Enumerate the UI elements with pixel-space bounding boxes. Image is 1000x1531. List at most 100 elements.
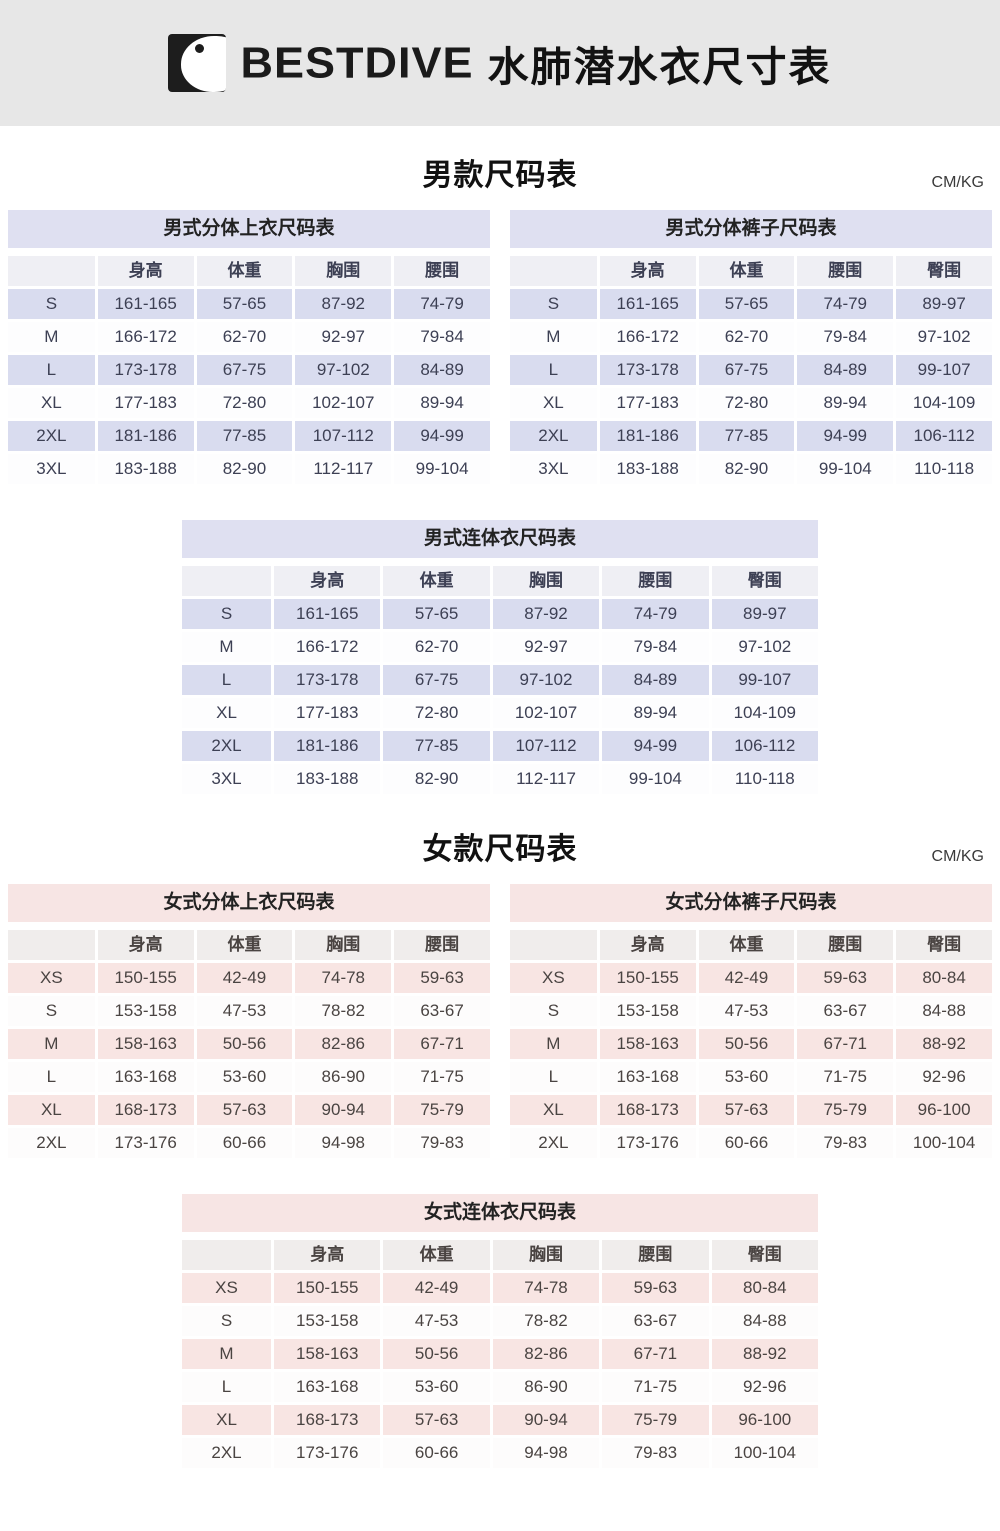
- column-header: 身高: [599, 256, 696, 286]
- table-cell: 100-104: [896, 1128, 992, 1158]
- row-label: M: [182, 1339, 272, 1369]
- row-label: S: [182, 1306, 272, 1336]
- table-cell: 168-173: [599, 1095, 696, 1125]
- brand-banner: BESTDIVE 水肺潜水衣尺寸表: [0, 0, 1000, 126]
- row-label: M: [510, 322, 597, 352]
- column-header: 臀围: [896, 930, 992, 960]
- column-header: [8, 930, 95, 960]
- table-cell: 90-94: [492, 1405, 600, 1435]
- table-cell: 94-99: [394, 421, 490, 451]
- table-cell: 87-92: [492, 599, 600, 629]
- table-title: 女式分体裤子尺码表: [510, 884, 992, 922]
- table-cell: 183-188: [599, 454, 696, 484]
- table-cell: 82-90: [383, 764, 490, 794]
- table-cell: 42-49: [196, 963, 293, 993]
- table-cell: 79-84: [394, 322, 490, 352]
- table-cell: 88-92: [711, 1339, 818, 1369]
- table-single-women: 女式连体衣尺码表 身高 体重 胸围 腰围 臀围 XS 150-155 42-49 74-78 59-…: [182, 1194, 818, 1468]
- column-header: 体重: [196, 256, 293, 286]
- size-table: 女式分体裤子尺码表 身高 体重 腰围 臀围 XS 150-155 42-49 59-63 80-8…: [510, 884, 992, 1158]
- column-header: 臀围: [711, 1240, 818, 1270]
- table-grid: 身高 体重 胸围 腰围 臀围 S 161-165 57-65 87-92 74-79 89-97 M 1…: [182, 566, 818, 794]
- table-cell: 57-65: [196, 289, 293, 319]
- table-cell: 177-183: [97, 388, 194, 418]
- row-label: XS: [510, 963, 597, 993]
- table-grid: 身高 体重 胸围 腰围 S 161-165 57-65 87-92 74-79 M 166-172 6…: [8, 256, 490, 484]
- table-cell: 75-79: [602, 1405, 709, 1435]
- table-cell: 74-78: [492, 1273, 600, 1303]
- table-cell: 75-79: [394, 1095, 490, 1125]
- table-cell: 63-67: [394, 996, 490, 1026]
- table-cell: 82-90: [698, 454, 795, 484]
- row-label: 3XL: [510, 454, 597, 484]
- size-table: 男式连体衣尺码表 身高 体重 胸围 腰围 臀围 S 161-165 57-65 87-92 74-7…: [182, 520, 818, 794]
- table-cell: 166-172: [274, 632, 381, 662]
- table-cell: 72-80: [698, 388, 795, 418]
- table-title: 男式连体衣尺码表: [182, 520, 818, 558]
- tables-container-men: 男式分体上衣尺码表身高 体重 胸围 腰围 S 161-165 57-65 87-92 74-79…: [0, 210, 1000, 794]
- brand-logo-icon: [168, 34, 227, 92]
- table-cell: 82-86: [295, 1029, 392, 1059]
- column-header: 体重: [698, 256, 795, 286]
- table-cell: 99-104: [797, 454, 894, 484]
- table-cell: 173-178: [274, 665, 381, 695]
- table-cell: 59-63: [797, 963, 894, 993]
- table-grid: 身高 体重 腰围 臀围 XS 150-155 42-49 59-63 80-84 S 153-158…: [510, 930, 992, 1158]
- table-cell: 72-80: [383, 698, 490, 728]
- table-cell: 87-92: [295, 289, 392, 319]
- units-label-men: CM/KG: [931, 174, 984, 191]
- table-single-men: 男式连体衣尺码表 身高 体重 胸围 腰围 臀围 S 161-165 57-65 87-92 74-7…: [182, 520, 818, 794]
- table-cell: 89-94: [394, 388, 490, 418]
- table-cell: 74-79: [602, 599, 709, 629]
- fish-eye-dot: [195, 44, 205, 53]
- table-title: 男式分体上衣尺码表: [8, 210, 490, 248]
- table-cell: 67-75: [383, 665, 490, 695]
- row-label: S: [8, 996, 95, 1026]
- table-cell: 79-83: [602, 1438, 709, 1468]
- column-header: 臀围: [711, 566, 818, 596]
- column-header: 身高: [599, 930, 696, 960]
- column-header: 腰围: [394, 930, 490, 960]
- table-cell: 47-53: [196, 996, 293, 1026]
- table-cell: 67-75: [196, 355, 293, 385]
- table-cell: 107-112: [295, 421, 392, 451]
- column-header: [510, 256, 597, 286]
- table-cell: 89-94: [602, 698, 709, 728]
- table-cell: 90-94: [295, 1095, 392, 1125]
- column-header: 身高: [97, 256, 194, 286]
- table-cell: 106-112: [711, 731, 818, 761]
- table-cell: 183-188: [97, 454, 194, 484]
- row-label: M: [510, 1029, 597, 1059]
- table-cell: 173-176: [97, 1128, 194, 1158]
- row-label: XL: [510, 1095, 597, 1125]
- table-cell: 78-82: [492, 1306, 600, 1336]
- table-cell: 153-158: [97, 996, 194, 1026]
- section-women: 女款尺码表 CM/KG 女式分体上衣尺码表 身高 体重 胸围 腰围 XS 150-155 42…: [0, 824, 1000, 1468]
- row-label: 2XL: [8, 1128, 95, 1158]
- table-cell: 59-63: [394, 963, 490, 993]
- units-label-women: CM/KG: [931, 848, 984, 865]
- column-header: 体重: [698, 930, 795, 960]
- table-cell: 110-118: [711, 764, 818, 794]
- row-label: L: [510, 1062, 597, 1092]
- table-cell: 71-75: [797, 1062, 894, 1092]
- row-label: S: [182, 599, 272, 629]
- table-cell: 102-107: [295, 388, 392, 418]
- table-cell: 177-183: [274, 698, 381, 728]
- table-cell: 158-163: [599, 1029, 696, 1059]
- section-heading-men: 男款尺码表: [422, 159, 578, 192]
- table-cell: 74-78: [295, 963, 392, 993]
- table-cell: 161-165: [97, 289, 194, 319]
- column-header: 胸围: [295, 930, 392, 960]
- row-label: 2XL: [182, 1438, 272, 1468]
- table-cell: 84-89: [602, 665, 709, 695]
- table-grid: 身高 体重 胸围 腰围 臀围 XS 150-155 42-49 74-78 59-63 80-84 S…: [182, 1240, 818, 1468]
- table-cell: 53-60: [383, 1372, 490, 1402]
- table-cell: 62-70: [196, 322, 293, 352]
- table-cell: 163-168: [274, 1372, 381, 1402]
- table-cell: 71-75: [602, 1372, 709, 1402]
- table-cell: 89-97: [896, 289, 992, 319]
- column-header: 腰围: [602, 566, 709, 596]
- column-header: 体重: [196, 930, 293, 960]
- table-cell: 74-79: [797, 289, 894, 319]
